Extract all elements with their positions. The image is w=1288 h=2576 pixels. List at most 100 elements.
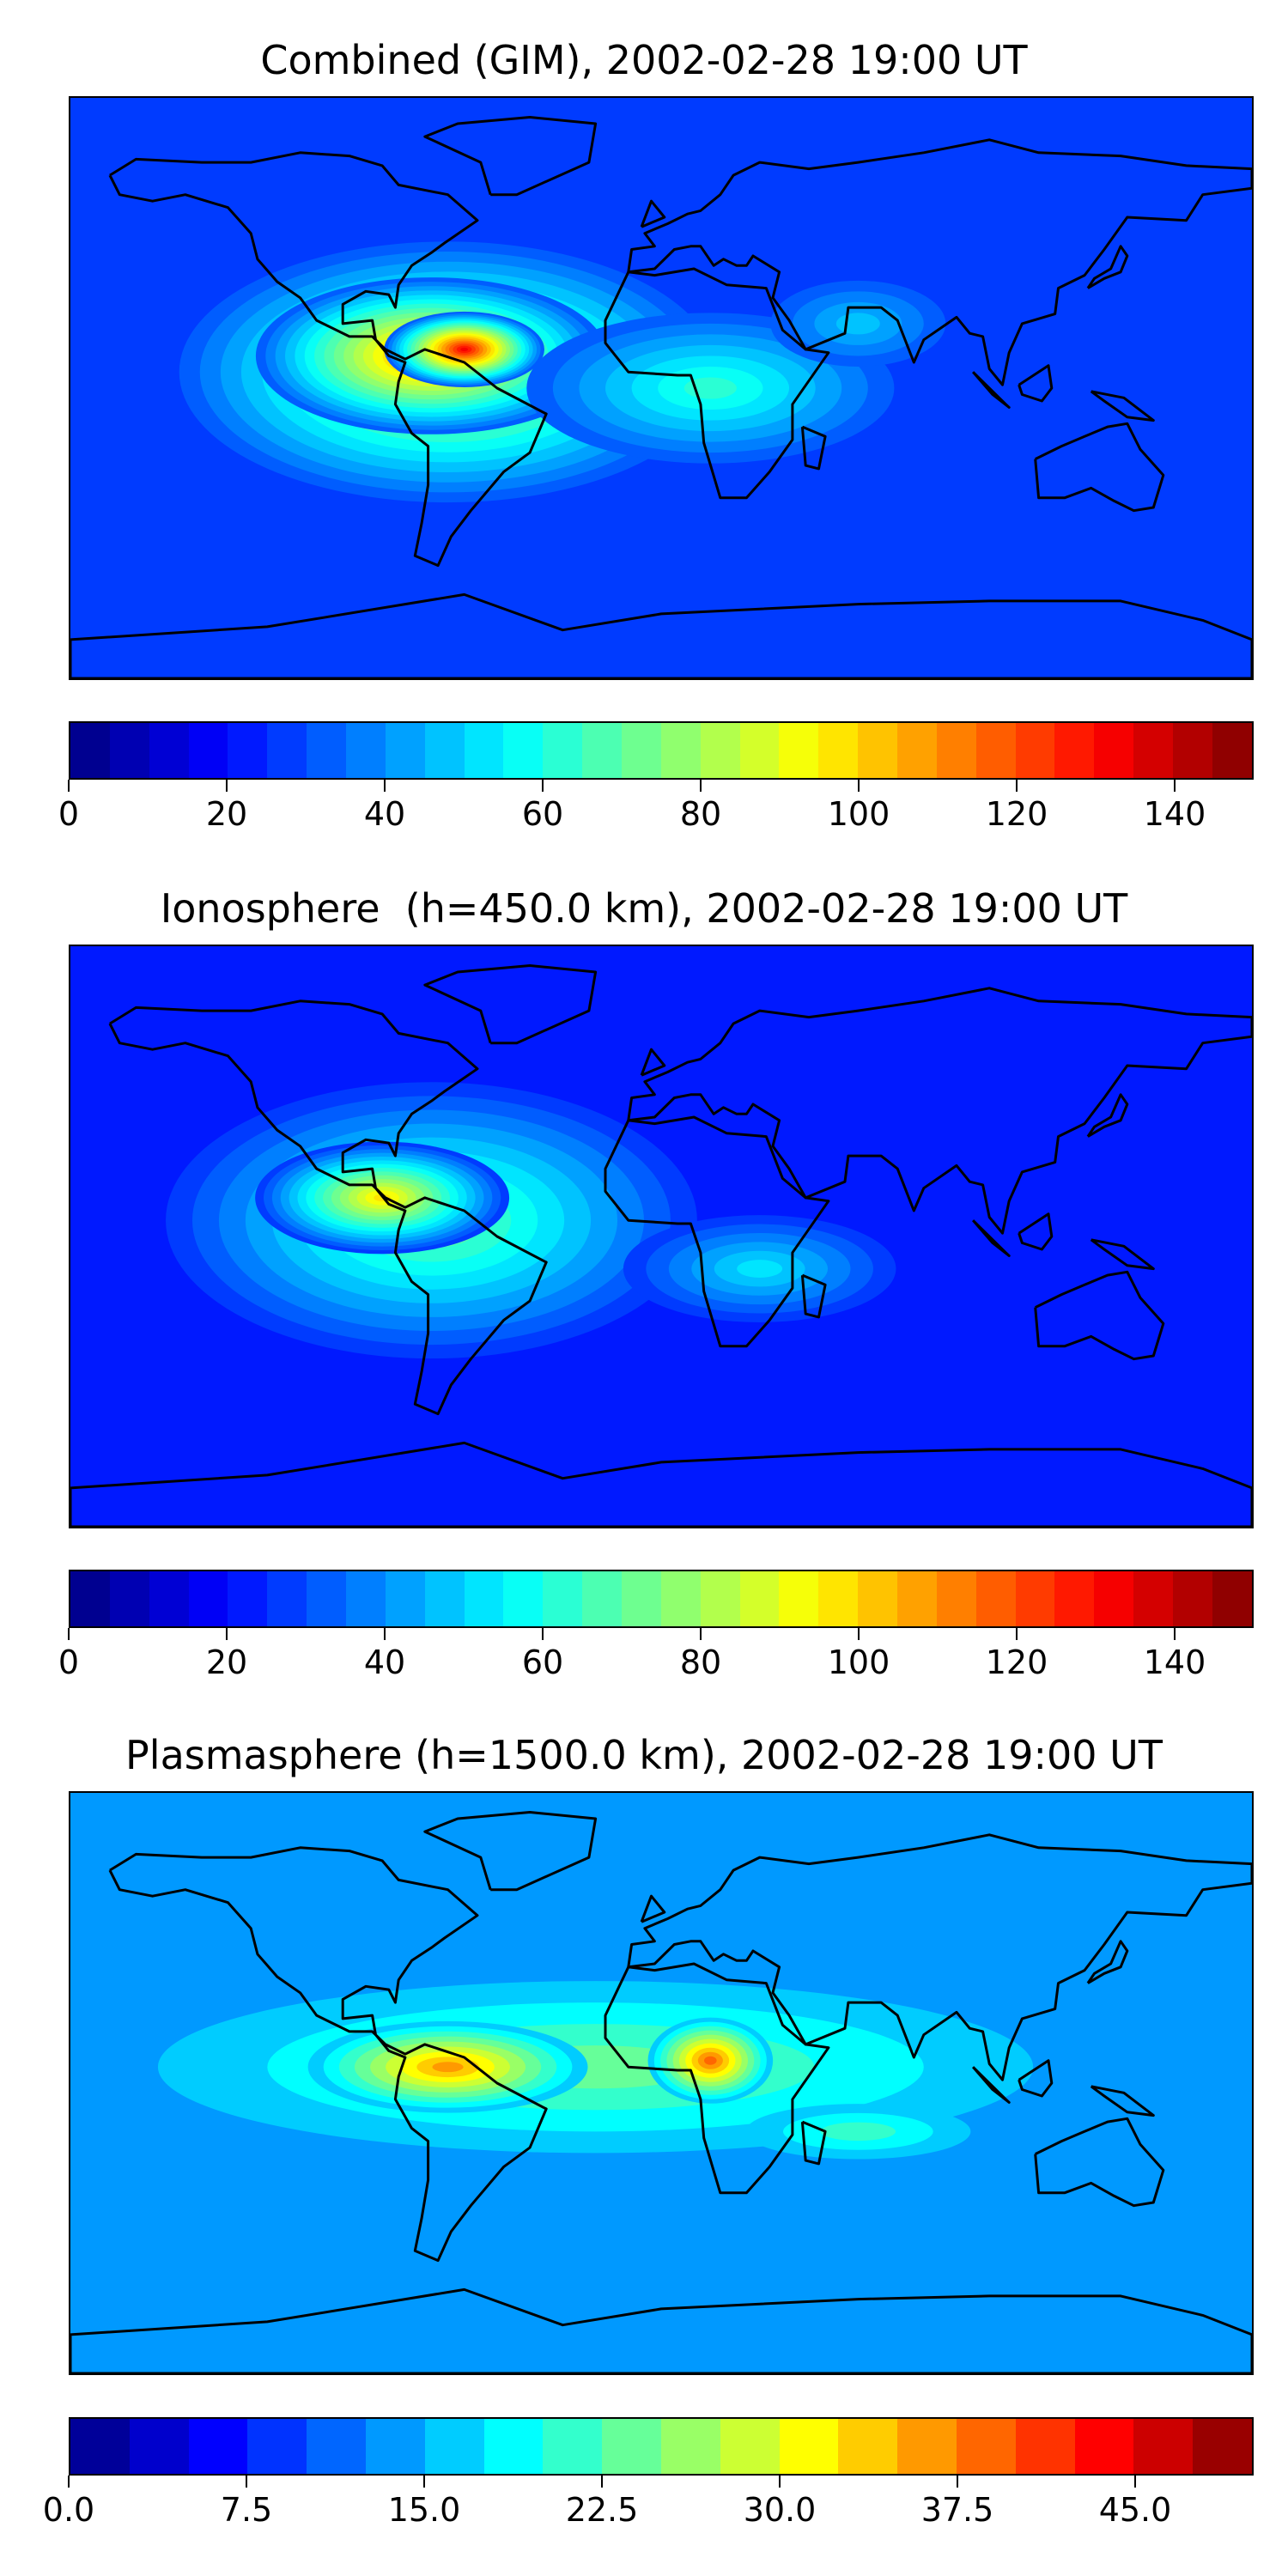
colorbar-tick [542,780,544,792]
map-combined-gim [69,96,1254,680]
colorbar-cell [188,2419,248,2474]
colorbar-tick-label: 0 [58,1643,80,1681]
map-ionosphere [69,945,1254,1528]
contour-level-1-14 [432,2062,464,2073]
colorbar-cell [129,2419,189,2474]
colorbar-cell [818,1571,859,1626]
colorbar-tick-label: 20 [205,795,248,833]
colorbar-tick-label: 100 [827,1643,890,1681]
colorbar-tick [226,780,228,792]
coastline-2 [627,1833,1252,2081]
colorbar-tick-label: 30.0 [743,2491,817,2529]
colorbar-cell [975,723,1016,778]
colorbar-cell [975,1571,1016,1626]
coastline-8 [971,2066,1011,2104]
colorbar-cell [149,723,189,778]
colorbar-cell [720,2419,780,2474]
colorbar-cell [779,723,819,778]
colorbar-cell [1193,2419,1252,2474]
colorbar-cell [602,2419,661,2474]
colorbar-cell [936,723,976,778]
colorbar-cell [739,723,780,778]
colorbar-cell [1094,723,1134,778]
coastline-4 [70,2287,1252,2373]
coastline-0 [108,999,548,1416]
colorbar-cell [897,723,937,778]
colorbar-tick [68,2476,70,2488]
colorbar-cell [897,1571,937,1626]
tec-map-plasmasphere [70,1793,1252,2373]
coastline-6 [640,1048,666,1077]
colorbar-cell [70,723,110,778]
colorbar-cell [1074,2419,1134,2474]
coastline-1 [604,1115,830,1348]
coastline-10 [1090,1238,1155,1271]
colorbar-cell [1015,1571,1055,1626]
colorbar-cell [109,1571,149,1626]
colorbar-cell [424,1571,465,1626]
coastline-10 [1090,390,1155,422]
colorbar-cell [1054,723,1095,778]
colorbar-tick [68,780,70,792]
colorbar-cell [582,723,623,778]
colorbar-cell [70,1571,110,1626]
coastline-7 [1086,245,1129,289]
colorbar-tick [384,780,386,792]
colorbar-ionosphere [69,1570,1254,1628]
colorbar-cell [956,2419,1016,2474]
colorbar-cell [582,1571,623,1626]
colorbar-tick [700,1628,702,1640]
panel-title-combined: Combined (GIM), 2002-02-28 19:00 UT [260,37,1028,83]
coastline-7 [1086,1940,1129,1984]
colorbar-tick [858,780,860,792]
coastline-1 [604,267,830,500]
colorbar-combined [69,721,1254,780]
colorbar-cell [1133,2419,1194,2474]
colorbar-cell [700,1571,740,1626]
colorbar-cell [838,2419,898,2474]
colorbar-cell [1173,1571,1212,1626]
colorbar-tick [700,780,702,792]
coastline-3 [1034,1270,1165,1361]
colorbar-cell [109,723,149,778]
colorbar-cell [543,723,583,778]
colorbar-tick-label: 120 [985,1643,1048,1681]
coastline-9 [1018,1212,1054,1251]
colorbar-plasmasphere [69,2417,1254,2476]
colorbar-cell [149,1571,189,1626]
colorbar-cell [424,723,465,778]
colorbar-tick-label: 22.5 [565,2491,639,2529]
colorbar-cell [897,2419,957,2474]
colorbar-cell [660,723,701,778]
coastline-5 [423,116,598,197]
coastline-7 [1086,1093,1129,1138]
coastline-6 [640,199,666,228]
colorbar-cell [1173,723,1212,778]
coastline-2 [627,987,1252,1235]
colorbar-tick-label: 37.5 [920,2491,994,2529]
colorbar-cell [1015,723,1055,778]
colorbar-tick [1174,780,1176,792]
colorbar-cell [307,723,347,778]
colorbar-cell [503,723,544,778]
colorbar-cell [818,723,859,778]
colorbar-cell [70,2419,130,2474]
colorbar-cell [307,2419,366,2474]
colorbar-cell [543,2419,603,2474]
coastline-3 [1034,422,1165,513]
colorbar-tick [601,2476,603,2488]
coastline-11 [800,2120,827,2166]
colorbar-tick [246,2476,247,2488]
colorbar-tick [779,2476,781,2488]
colorbar-cell [1054,1571,1095,1626]
colorbar-tick-label: 15.0 [387,2491,461,2529]
contour-level-2-10 [737,1260,783,1278]
colorbar-cell [1133,723,1174,778]
coastline-8 [971,371,1011,409]
colorbar-tick [384,1628,386,1640]
colorbar-tick-label: 0 [58,795,80,833]
colorbar-cell [247,2419,307,2474]
colorbar-cell [464,1571,504,1626]
colorbar-cell [1212,1571,1252,1626]
colorbar-cell [365,2419,425,2474]
